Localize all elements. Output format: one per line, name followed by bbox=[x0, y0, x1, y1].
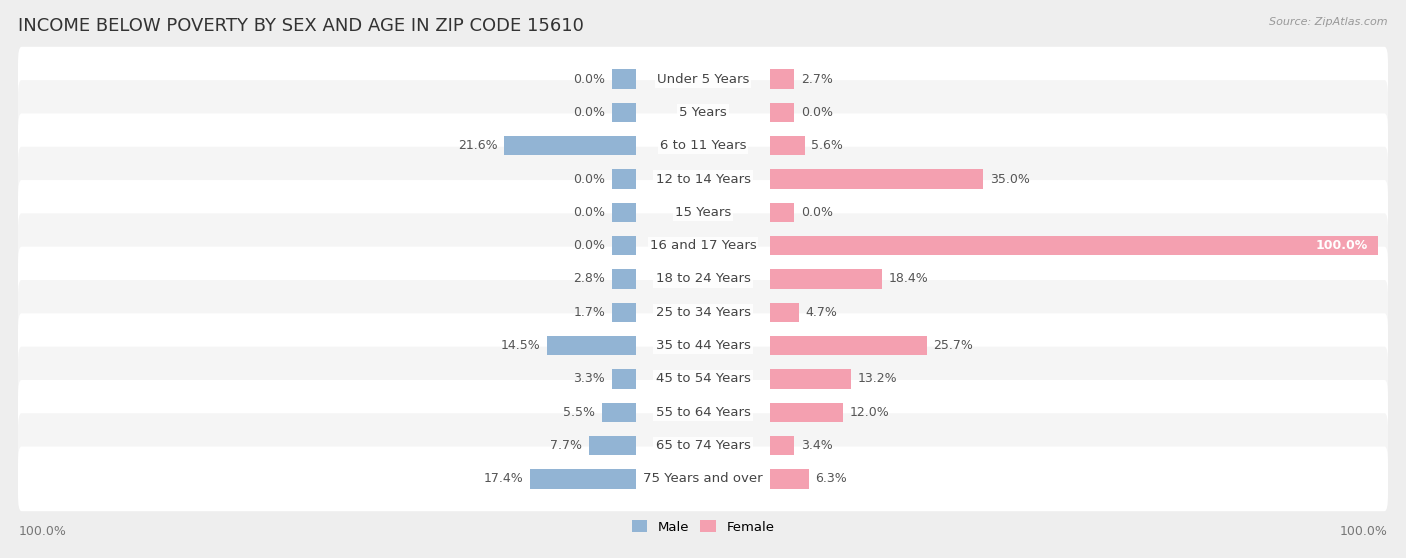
Text: 7.7%: 7.7% bbox=[550, 439, 582, 452]
Bar bbox=[612, 236, 636, 256]
Text: 0.0%: 0.0% bbox=[801, 206, 832, 219]
Bar bbox=[770, 270, 882, 288]
Bar bbox=[770, 336, 927, 355]
Bar bbox=[770, 170, 983, 189]
Text: 35 to 44 Years: 35 to 44 Years bbox=[655, 339, 751, 352]
Bar bbox=[770, 436, 794, 455]
Text: 16 and 17 Years: 16 and 17 Years bbox=[650, 239, 756, 252]
FancyBboxPatch shape bbox=[18, 80, 1388, 145]
Bar bbox=[602, 402, 636, 422]
Bar bbox=[770, 69, 794, 89]
Text: 0.0%: 0.0% bbox=[574, 206, 605, 219]
Text: 18.4%: 18.4% bbox=[889, 272, 929, 286]
Text: 65 to 74 Years: 65 to 74 Years bbox=[655, 439, 751, 452]
Bar bbox=[612, 170, 636, 189]
Text: 5.5%: 5.5% bbox=[564, 406, 595, 418]
Bar bbox=[547, 336, 636, 355]
FancyBboxPatch shape bbox=[18, 213, 1388, 278]
Text: 3.4%: 3.4% bbox=[801, 439, 832, 452]
Text: 5 Years: 5 Years bbox=[679, 106, 727, 119]
Text: 6.3%: 6.3% bbox=[815, 473, 848, 485]
Text: 45 to 54 Years: 45 to 54 Years bbox=[655, 372, 751, 386]
Text: 5.6%: 5.6% bbox=[811, 140, 844, 152]
FancyBboxPatch shape bbox=[18, 380, 1388, 445]
Legend: Male, Female: Male, Female bbox=[631, 520, 775, 533]
Text: 12.0%: 12.0% bbox=[851, 406, 890, 418]
Text: 0.0%: 0.0% bbox=[574, 106, 605, 119]
Text: 2.8%: 2.8% bbox=[574, 272, 605, 286]
FancyBboxPatch shape bbox=[18, 47, 1388, 112]
FancyBboxPatch shape bbox=[18, 247, 1388, 311]
Text: 35.0%: 35.0% bbox=[990, 172, 1029, 186]
Text: 13.2%: 13.2% bbox=[858, 372, 897, 386]
Text: 6 to 11 Years: 6 to 11 Years bbox=[659, 140, 747, 152]
Text: 12 to 14 Years: 12 to 14 Years bbox=[655, 172, 751, 186]
Text: 14.5%: 14.5% bbox=[501, 339, 541, 352]
Bar bbox=[612, 270, 636, 288]
Bar bbox=[770, 103, 794, 122]
Bar bbox=[589, 436, 636, 455]
Text: 100.0%: 100.0% bbox=[18, 526, 66, 538]
Text: 0.0%: 0.0% bbox=[574, 172, 605, 186]
Text: INCOME BELOW POVERTY BY SEX AND AGE IN ZIP CODE 15610: INCOME BELOW POVERTY BY SEX AND AGE IN Z… bbox=[18, 17, 583, 35]
Bar bbox=[770, 469, 808, 489]
Bar bbox=[530, 469, 636, 489]
Text: 21.6%: 21.6% bbox=[458, 140, 498, 152]
Text: 0.0%: 0.0% bbox=[574, 73, 605, 85]
Text: 15 Years: 15 Years bbox=[675, 206, 731, 219]
FancyBboxPatch shape bbox=[18, 280, 1388, 345]
Text: 18 to 24 Years: 18 to 24 Years bbox=[655, 272, 751, 286]
Text: 2.7%: 2.7% bbox=[801, 73, 832, 85]
Bar bbox=[770, 302, 799, 322]
Bar bbox=[612, 203, 636, 222]
FancyBboxPatch shape bbox=[18, 347, 1388, 411]
Bar bbox=[770, 136, 804, 156]
FancyBboxPatch shape bbox=[18, 113, 1388, 178]
FancyBboxPatch shape bbox=[18, 180, 1388, 245]
Bar bbox=[770, 236, 1378, 256]
Text: 0.0%: 0.0% bbox=[801, 106, 832, 119]
Text: 75 Years and over: 75 Years and over bbox=[643, 473, 763, 485]
Bar bbox=[612, 302, 636, 322]
Bar bbox=[770, 203, 794, 222]
Bar bbox=[770, 402, 844, 422]
Text: 100.0%: 100.0% bbox=[1316, 239, 1368, 252]
Text: 17.4%: 17.4% bbox=[484, 473, 523, 485]
Text: 1.7%: 1.7% bbox=[574, 306, 605, 319]
Text: 25.7%: 25.7% bbox=[934, 339, 973, 352]
Text: 3.3%: 3.3% bbox=[574, 372, 605, 386]
Bar bbox=[505, 136, 636, 156]
FancyBboxPatch shape bbox=[18, 413, 1388, 478]
Text: 0.0%: 0.0% bbox=[574, 239, 605, 252]
Text: 100.0%: 100.0% bbox=[1340, 526, 1388, 538]
Bar bbox=[770, 369, 851, 388]
Bar bbox=[612, 369, 636, 388]
FancyBboxPatch shape bbox=[18, 313, 1388, 378]
Text: Source: ZipAtlas.com: Source: ZipAtlas.com bbox=[1270, 17, 1388, 27]
Text: 25 to 34 Years: 25 to 34 Years bbox=[655, 306, 751, 319]
Bar bbox=[612, 69, 636, 89]
FancyBboxPatch shape bbox=[18, 446, 1388, 511]
FancyBboxPatch shape bbox=[18, 147, 1388, 211]
Bar bbox=[612, 103, 636, 122]
Text: Under 5 Years: Under 5 Years bbox=[657, 73, 749, 85]
Text: 55 to 64 Years: 55 to 64 Years bbox=[655, 406, 751, 418]
Text: 4.7%: 4.7% bbox=[806, 306, 838, 319]
